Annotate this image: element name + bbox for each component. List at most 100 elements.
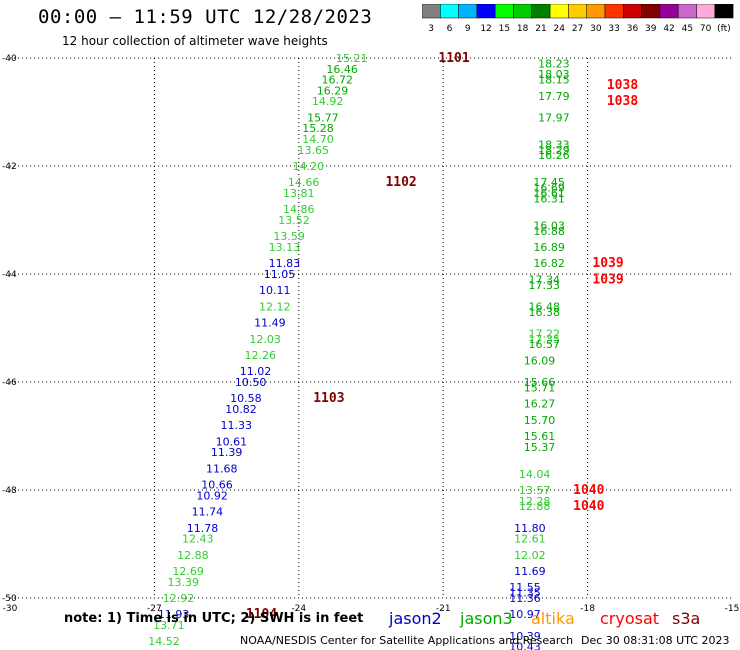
pass-number-label: 1101 (438, 51, 469, 66)
x-tick-label: -15 (725, 604, 740, 614)
swh-point-label: 10.66 (201, 479, 233, 492)
swh-point-label: 17.33 (529, 279, 561, 292)
color-scale-swatch (458, 4, 478, 19)
swh-point-label: 13.57 (519, 484, 551, 497)
footer-credit: NOAA/NESDIS Center for Satellite Applica… (240, 634, 574, 647)
swh-point-label: 17.45 (533, 176, 565, 189)
swh-point-label: 11.80 (514, 522, 546, 535)
color-scale-label: 45 (682, 24, 693, 34)
swh-point-label: 12.43 (182, 533, 214, 546)
swh-point-label: 12.02 (514, 549, 546, 562)
swh-point-label: 10.50 (235, 376, 267, 389)
swh-point-label: 12.03 (249, 333, 281, 346)
color-scale-swatch (714, 4, 734, 19)
color-scale-swatch (549, 4, 569, 19)
swh-point-label: 17.79 (538, 90, 570, 103)
swh-point-label: 16.88 (533, 225, 565, 238)
swh-point-label: 10.97 (509, 608, 541, 621)
x-tick-label: -30 (3, 604, 18, 614)
swh-point-label: 17.97 (538, 111, 570, 124)
swh-point-label: 12.92 (163, 592, 195, 605)
swh-point-label: 11.05 (264, 268, 296, 281)
swh-point-label: 11.69 (514, 565, 546, 578)
swh-point-label: 11.93 (158, 608, 190, 621)
swh-point-label: 16.46 (326, 63, 358, 76)
y-tick-label: -40 (2, 54, 17, 64)
x-tick-label: -24 (291, 604, 306, 614)
swh-point-label: 16.26 (538, 149, 570, 162)
swh-point-label: 10.11 (259, 284, 291, 297)
swh-point-label: 10.61 (216, 435, 248, 448)
swh-point-label: 13.13 (269, 241, 301, 254)
color-scale-swatch (623, 4, 642, 19)
swh-point-label: 14.86 (283, 203, 315, 216)
swh-point-label: 16.09 (524, 354, 556, 367)
swh-point-label: 13.52 (278, 214, 310, 227)
swh-point-label: 15.71 (524, 381, 556, 394)
swh-point-label: 15.70 (524, 414, 556, 427)
color-scale-label: 15 (499, 24, 510, 34)
legend-jason3: jason3 (460, 609, 513, 628)
color-scale-label: 6 (447, 24, 453, 34)
swh-point-label: 15.66 (524, 376, 556, 389)
swh-point-label: 16.61 (533, 187, 565, 200)
pass-number-label: 1039 (592, 256, 623, 271)
swh-point-label: 11.39 (211, 446, 243, 459)
footer-note: note: 1) Time is in UTC; 2) SWH is in fe… (64, 611, 364, 626)
footer-timestamp: Dec 30 08:31:08 UTC 2023 (581, 634, 730, 647)
color-scale-swatch (531, 4, 551, 19)
color-scale-swatch (476, 4, 496, 19)
swh-point-label: 16.89 (533, 241, 565, 254)
pass-number-label: 1038 (607, 78, 638, 93)
legend-s3a: s3a (672, 609, 701, 628)
swh-point-label: 13.65 (297, 144, 329, 157)
swh-point-label: 17.35 (529, 333, 561, 346)
swh-point-label: 12.26 (245, 349, 277, 362)
swh-point-label: 16.57 (529, 338, 561, 351)
swh-point-label: 15.21 (336, 52, 368, 65)
color-scale-swatch (696, 4, 716, 19)
color-scale-label: 27 (572, 24, 583, 34)
y-tick-label: -44 (2, 270, 17, 280)
swh-point-label: 16.82 (533, 257, 565, 270)
y-tick-label: -42 (2, 162, 17, 172)
swh-point-label: 15.77 (307, 111, 339, 124)
color-scale-label: 70 (700, 24, 712, 34)
color-scale-label: 36 (627, 24, 639, 34)
swh-point-label: 14.70 (302, 133, 334, 146)
swh-point-label: 11.83 (269, 257, 301, 270)
color-scale-bar: 3 6 9 12 15 18 21 24 27 30 33 36 39 42 45 70 (ft) (422, 4, 734, 34)
swh-point-label: 12.69 (172, 565, 204, 578)
color-scale-swatch (422, 4, 441, 19)
swh-point-label: 15.37 (524, 441, 556, 454)
swh-point-label: 10.43 (509, 641, 541, 650)
swh-point-label: 16.29 (317, 84, 349, 97)
swh-point-label: 11.35 (509, 587, 541, 600)
swh-point-label: 17.34 (529, 273, 561, 286)
swh-point-label: 16.69 (533, 182, 565, 195)
swh-point-label: 16.72 (322, 74, 354, 87)
swh-point-label: 15.61 (524, 430, 556, 443)
color-scale-swatch (604, 4, 624, 19)
color-scale-label: (ft) (717, 24, 731, 34)
swh-point-label: 11.78 (187, 522, 219, 535)
color-scale-label: 12 (480, 24, 491, 34)
swh-point-label: 14.66 (288, 176, 320, 189)
color-scale-label: 3 (428, 24, 434, 34)
color-scale-label: 18 (517, 24, 529, 34)
swh-point-label: 15.28 (302, 122, 334, 135)
pass-number-label: 1102 (385, 175, 416, 190)
swh-point-label: 12.88 (177, 549, 209, 562)
y-tick-label: -48 (2, 486, 17, 496)
page-title: 00:00 — 11:59 UTC 12/28/2023 (38, 6, 373, 28)
y-tick-label: -46 (2, 378, 17, 388)
swh-point-label: 11.49 (254, 317, 286, 330)
color-scale-label: 39 (645, 24, 657, 34)
pass-number-label: 1039 (592, 272, 623, 287)
y-tick-label: -50 (2, 594, 17, 604)
swh-point-label: 18.15 (538, 74, 570, 87)
swh-point-label: 12.61 (514, 533, 546, 546)
swh-point-label: 11.02 (240, 365, 272, 378)
swh-point-label: 11.36 (509, 592, 541, 605)
